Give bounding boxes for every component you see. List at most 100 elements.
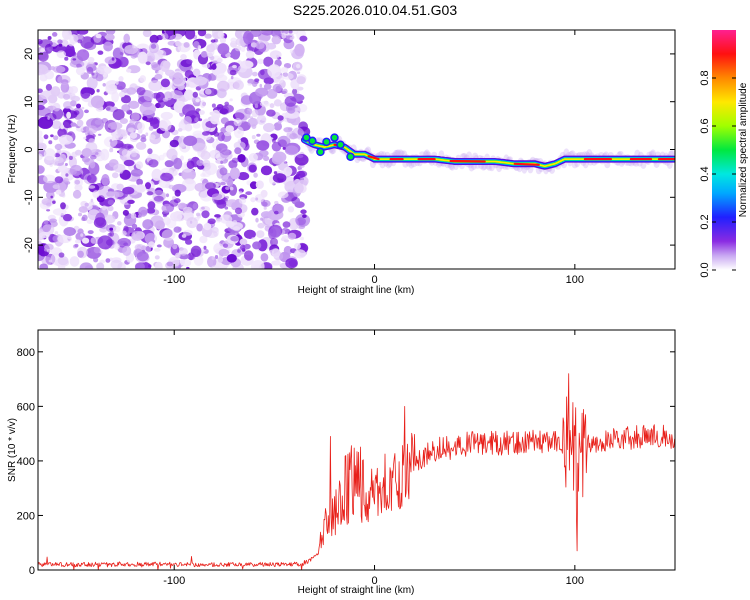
noise-blob [219,148,230,159]
noise-blob [192,171,196,176]
noise-blob [58,43,63,47]
noise-blob [277,120,282,124]
noise-blob [113,243,120,250]
noise-blob [147,201,156,210]
y-tick-label: 0 [29,565,35,577]
noise-blob [251,260,265,269]
noise-blob [77,228,84,235]
noise-blob [81,106,85,110]
noise-blob [224,206,229,210]
noise-blob [223,131,232,137]
noise-blob [218,248,230,257]
noise-blob [249,30,262,37]
noise-blob [192,142,207,153]
noise-blob [251,207,259,216]
noise-blob [156,244,162,248]
noise-blob [183,89,194,101]
snr-x-axis: -100 0 100 [163,330,584,587]
noise-blob [217,31,224,38]
noise-blob [180,155,184,161]
noise-blob [177,127,183,132]
noise-blob [250,42,257,48]
noise-blob [281,235,289,240]
noise-blob [106,191,115,197]
y-tick-label: -20 [23,237,35,253]
noise-blob [283,227,287,230]
noise-blob [57,256,69,266]
noise-blob [97,50,104,55]
noise-blob [38,231,50,239]
noise-blob [221,104,234,113]
noise-blob [201,206,205,210]
noise-blob [131,112,140,121]
track-halo [640,161,647,169]
noise-blob [192,122,201,129]
noise-blob [118,91,126,98]
noise-blob [62,213,73,222]
track-halo [628,162,635,167]
noise-blob [64,56,69,61]
noise-blob [220,160,224,165]
noise-blob [101,205,107,211]
noise-blob [195,212,201,217]
noise-blob [281,72,294,80]
track-peak [367,155,380,161]
noise-blob [43,180,59,193]
noise-blob [287,232,297,240]
noise-blob [145,182,151,190]
x-tick-label: 100 [566,575,584,587]
snr-y-axis: 0 200 400 600 800 [17,347,675,577]
noise-blob [277,115,284,121]
noise-blob [253,172,258,178]
spectrogram-y-axis: -20 -10 0 10 20 [23,48,675,253]
noise-blob [260,217,264,221]
noise-blob [71,151,78,158]
noise-blob [57,39,63,44]
noise-blob [113,163,126,173]
noise-blob [121,95,131,104]
noise-blob [138,206,148,217]
noise-blob [211,265,219,269]
noise-blob [72,58,77,61]
noise-blob [179,259,186,266]
noise-blob [137,51,148,64]
noise-blob [136,87,146,96]
noise-blob [271,248,281,258]
noise-blob [269,103,275,109]
noise-blob [200,173,206,178]
noise-blob [217,132,225,142]
noise-blob [206,230,218,238]
noise-blob [154,220,165,230]
noise-blob [142,30,152,38]
track-halo [480,163,487,171]
noise-blob [237,172,250,181]
noise-blob [131,230,144,241]
noise-blob [285,258,298,269]
noise-blob [135,161,144,170]
noise-blob [217,43,230,55]
noise-blob [196,223,203,232]
noise-blob [81,214,88,221]
noise-blob [145,132,149,136]
noise-blob [172,244,178,250]
noise-blob [201,210,210,219]
track-halo [468,163,475,172]
noise-blob [220,117,229,125]
noise-blob [297,103,308,113]
track-halo [563,148,570,158]
noise-blob [84,41,97,51]
noise-blob [179,247,188,256]
noise-blob [142,101,153,108]
noise-blob [103,41,113,52]
noise-blob [99,259,106,264]
spectrogram-x-label: Height of straight line (km) [298,285,415,296]
noise-blob [88,185,96,189]
noise-blob [205,182,216,190]
noise-blob [296,154,304,159]
noise-blob [257,58,264,65]
noise-blob [239,238,248,246]
noise-blob [40,48,45,53]
noise-blob [192,202,198,210]
noise-blob [170,211,183,222]
noise-blob [185,239,193,245]
